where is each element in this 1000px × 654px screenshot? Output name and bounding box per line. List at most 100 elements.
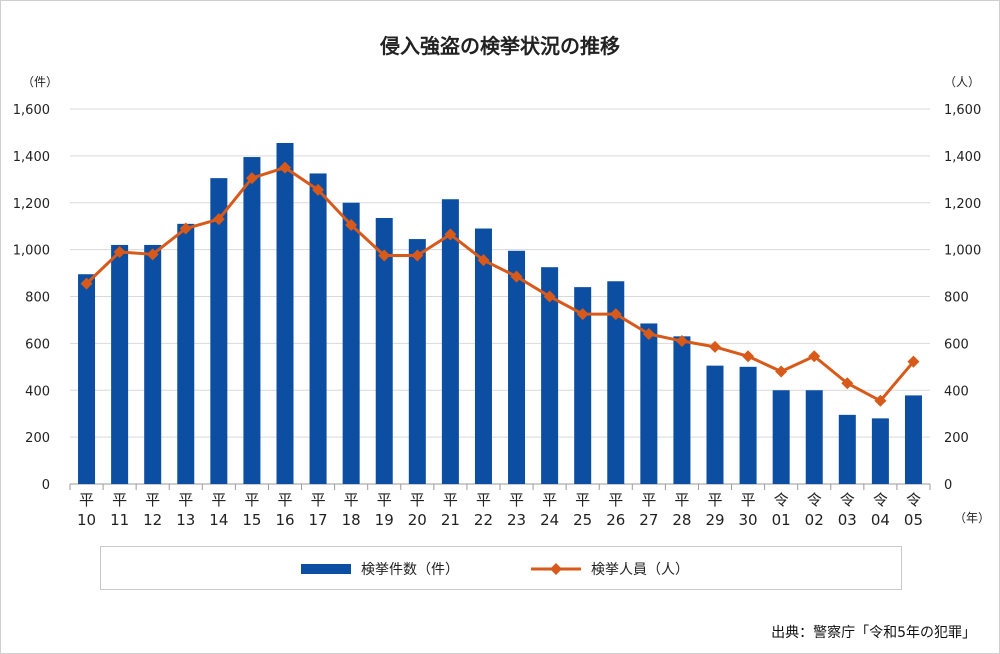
line-point	[477, 254, 490, 267]
legend-line-swatch	[531, 562, 581, 576]
x-tick-label-era: 平	[410, 491, 425, 509]
y-left-tick-label: 200	[25, 431, 50, 446]
line-point	[510, 270, 523, 283]
x-tick-label-year: 22	[474, 511, 493, 529]
x-tick-label-era: 令	[774, 491, 789, 509]
gridlines	[70, 108, 930, 485]
x-tick-label-year: 29	[705, 511, 724, 529]
x-tick-label-year: 27	[639, 511, 658, 529]
x-tick-label-era: 平	[277, 491, 292, 509]
y-left-tick-label: 1,200	[13, 197, 50, 212]
x-tick-label-era: 平	[707, 491, 722, 509]
x-tick-label-era: 平	[344, 491, 359, 509]
x-axis-unit: （年）	[954, 511, 990, 525]
line-point	[742, 350, 755, 363]
y-right-tick-label: 600	[944, 337, 969, 352]
legend-item-line: 検挙人員（人）	[531, 559, 689, 579]
y-left-tick-label: 0	[42, 478, 50, 493]
legend-bar-label: 検挙件数（件）	[361, 562, 459, 578]
x-tick-label-year: 23	[507, 511, 526, 529]
x-tick-label-era: 平	[377, 491, 392, 509]
left-axis-unit: （件）	[22, 75, 58, 89]
y-left-tick-label: 1,000	[13, 244, 50, 259]
y-right-tick-label: 1,200	[944, 197, 981, 212]
x-tick-label-era: 平	[244, 491, 259, 509]
x-tick-label-era: 令	[807, 491, 822, 509]
bar	[276, 142, 294, 484]
bar	[177, 223, 195, 484]
x-tick-label-year: 30	[739, 511, 758, 529]
x-tick-label-year: 17	[309, 511, 328, 529]
line-path	[85, 166, 915, 403]
x-tick-label-year: 24	[540, 511, 559, 529]
x-tick-label-era: 平	[575, 491, 590, 509]
bar	[673, 336, 691, 484]
bar-series	[78, 142, 922, 484]
line-series	[80, 161, 920, 407]
x-tick-label-era: 平	[178, 491, 193, 509]
bar	[640, 323, 658, 484]
bar	[508, 250, 526, 484]
x-tick-label-era: 平	[311, 491, 326, 509]
line-point	[609, 308, 622, 321]
bar	[342, 202, 360, 484]
x-tick-label-year: 18	[342, 511, 361, 529]
bar	[144, 244, 162, 484]
x-tick-label-era: 平	[741, 491, 756, 509]
chart-title: 侵入強盗の検挙状況の推移	[380, 34, 620, 58]
source-note: 出典：警察庁「令和5年の犯罪」	[771, 625, 976, 641]
x-tick-label-year: 03	[838, 511, 857, 529]
y-left-tick-label: 400	[25, 384, 50, 399]
bar	[78, 274, 96, 484]
x-tick-label-year: 16	[275, 511, 294, 529]
line-point	[179, 222, 192, 235]
line-point	[576, 308, 589, 321]
x-tick-label-year: 20	[408, 511, 427, 529]
y-left-tick-label: 1,400	[13, 150, 50, 165]
line-point	[874, 394, 887, 407]
x-tick-label-year: 10	[77, 511, 96, 529]
x-tick-label-year: 14	[209, 511, 228, 529]
line-point	[146, 248, 159, 261]
legend-line-label: 検挙人員（人）	[591, 562, 689, 578]
x-tick-label-era: 平	[476, 491, 491, 509]
x-tick-label-era: 平	[443, 491, 458, 509]
x-tick-label-era: 平	[145, 491, 160, 509]
bar	[474, 228, 492, 484]
x-tick-label-year: 13	[176, 511, 195, 529]
x-tick-label-year: 05	[904, 511, 923, 529]
line-point	[907, 355, 920, 368]
x-tick-label-year: 02	[805, 511, 824, 529]
bar	[309, 173, 327, 484]
y-right-tick-label: 1,600	[944, 103, 981, 118]
x-tick-label-year: 28	[672, 511, 691, 529]
x-tick-label-year: 19	[375, 511, 394, 529]
line-point	[841, 377, 854, 390]
line-point	[675, 335, 688, 348]
line-point	[113, 245, 126, 258]
bar	[706, 365, 724, 484]
legend: 検挙件数（件） 検挙人員（人）	[100, 546, 902, 590]
x-tick-label-era: 令	[840, 491, 855, 509]
bar	[541, 267, 559, 484]
line-point	[543, 290, 556, 303]
y-right-tick-label: 1,000	[944, 244, 981, 259]
line-point	[212, 213, 225, 226]
line-point	[80, 277, 93, 290]
y-right-tick-label: 1,400	[944, 150, 981, 165]
axes: 0 0 200 200 400 400 600 600 800 800 1,000 1,000 1,20…	[13, 103, 981, 529]
y-left-tick-label: 600	[25, 337, 50, 352]
right-axis-unit: （人）	[944, 75, 980, 89]
line-point	[345, 219, 358, 232]
line-point	[808, 350, 821, 363]
x-tick-label-era: 平	[674, 491, 689, 509]
line-point	[709, 340, 721, 353]
bar	[574, 287, 592, 484]
x-tick-label-era: 令	[873, 491, 888, 509]
line-point	[279, 161, 291, 174]
bar	[408, 239, 426, 484]
x-tick-label-era: 平	[112, 491, 127, 509]
bar	[243, 157, 261, 484]
bar	[111, 244, 129, 484]
y-right-tick-label: 200	[944, 431, 969, 446]
